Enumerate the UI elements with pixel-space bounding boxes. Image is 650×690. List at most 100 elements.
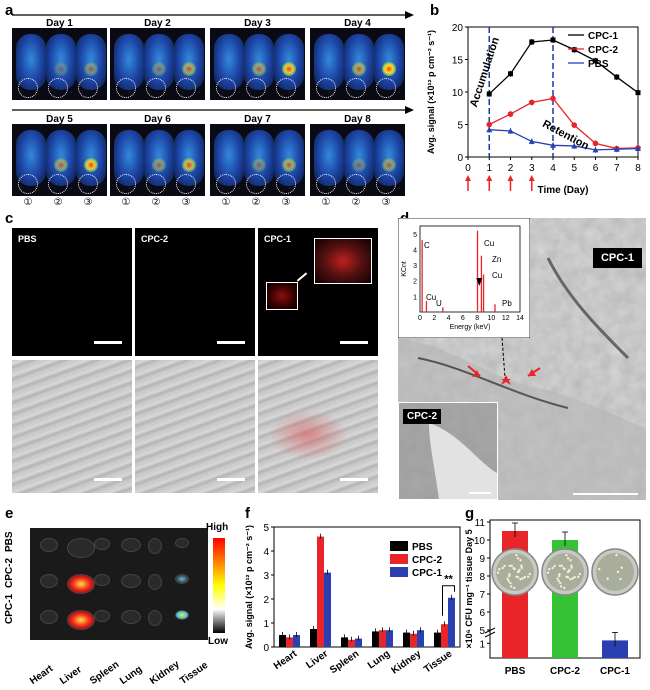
y-tick-label: 0 — [263, 643, 269, 654]
tissue-circle — [18, 174, 38, 194]
colony — [573, 575, 576, 579]
data-point — [613, 146, 620, 152]
col-label: Liver — [58, 664, 84, 688]
y-tick-label: 6 — [479, 608, 485, 619]
eds-y-label: KCnt — [401, 261, 408, 277]
tumor-hotspot — [182, 158, 196, 172]
colony — [558, 574, 561, 578]
bar — [448, 597, 455, 647]
data-point — [550, 95, 556, 102]
x-tick-label: 2 — [508, 163, 514, 174]
bar — [279, 635, 286, 647]
colony — [606, 577, 609, 580]
tumor-hotspot — [252, 62, 266, 76]
eds-y-tick: 1 — [413, 294, 417, 301]
bar — [286, 637, 293, 647]
eds-y-tick: 4 — [413, 247, 417, 254]
eds-peak-label: Pb — [502, 299, 512, 308]
colony — [557, 579, 560, 583]
bar — [324, 572, 331, 647]
eds-peak-label: Cu — [492, 271, 502, 280]
colony — [570, 566, 573, 569]
brightfield-image — [258, 360, 378, 493]
series-line — [488, 39, 639, 95]
scale-low-label: Low — [208, 636, 228, 647]
tumor-hotspot — [54, 158, 68, 172]
tissue-circle — [246, 174, 266, 194]
zoom-inset — [314, 238, 372, 284]
x-tick-label: 8 — [635, 163, 641, 174]
tissue-circle — [176, 174, 196, 194]
organ-heart — [40, 610, 58, 624]
colony — [615, 553, 618, 557]
tumor-hotspot — [352, 158, 366, 172]
y-axis-label: Avg. signal (×10¹² p cm⁻² s⁻¹) — [426, 30, 436, 154]
eds-y-tick: 3 — [413, 263, 417, 270]
data-point — [529, 39, 535, 45]
group-marker: ③ — [83, 197, 93, 208]
colony — [566, 557, 570, 560]
colony — [553, 564, 556, 568]
petri-agar — [546, 553, 584, 591]
colony — [559, 585, 563, 588]
panel-label-g: g — [465, 505, 475, 522]
legend-label: PBS — [588, 59, 609, 70]
colony — [616, 570, 620, 574]
data-point — [614, 74, 620, 80]
group-marker: ③ — [281, 197, 291, 208]
tissue-circle — [146, 78, 166, 98]
colony — [559, 581, 562, 585]
organ-kidney — [148, 610, 162, 626]
row-label: CPC-2 — [4, 557, 15, 588]
legend-label: CPC-1 — [588, 31, 618, 42]
y-tick-label: 7 — [479, 590, 485, 601]
tissue-circle — [78, 78, 98, 98]
bar — [386, 630, 393, 647]
organ-lung — [121, 574, 141, 588]
organ-liver — [67, 538, 95, 558]
legend-label: CPC-1 — [412, 568, 442, 579]
x-tick-label: Heart — [272, 648, 300, 672]
ivis-image — [210, 124, 305, 196]
colony — [551, 566, 554, 570]
legend-label: CPC-2 — [412, 555, 442, 566]
scale-bar — [217, 341, 245, 344]
scale-bar — [340, 478, 368, 481]
y-tick-label: 2 — [263, 595, 269, 606]
colony — [576, 575, 580, 579]
color-scale — [213, 538, 225, 633]
tumor-hotspot — [84, 158, 98, 172]
eds-x-label: Energy (keV) — [450, 324, 491, 331]
bar — [602, 640, 628, 658]
colony — [578, 572, 582, 576]
eds-x-tick: 2 — [432, 315, 436, 322]
tumor-hotspot — [54, 62, 68, 76]
colony — [516, 557, 520, 560]
significance-label: ** — [444, 574, 453, 586]
axis-break — [484, 631, 496, 638]
organ-spleen — [94, 574, 110, 586]
tissue-circle — [48, 78, 68, 98]
bar — [403, 632, 410, 647]
organ-tissue — [175, 574, 189, 584]
data-point — [528, 138, 535, 144]
injection-arrowhead — [465, 175, 471, 181]
y-tick-label: 11 — [475, 518, 486, 529]
day-label: Day 7 — [244, 114, 271, 125]
data-point — [550, 142, 556, 148]
ivis-image — [12, 28, 107, 100]
tumor-hotspot — [382, 158, 396, 172]
row-label: CPC-1 — [4, 593, 15, 624]
colony — [548, 568, 551, 571]
brightfield-image — [135, 360, 255, 493]
colony — [526, 575, 530, 579]
panel-label-c: c — [5, 210, 14, 227]
col-label: Heart — [28, 663, 56, 688]
colony — [515, 553, 518, 557]
petri-agar — [596, 553, 634, 591]
row-label: PBS — [4, 531, 15, 552]
injection-arrowhead — [528, 175, 535, 181]
colony — [509, 581, 512, 585]
tumor-hotspot — [152, 62, 166, 76]
colony — [519, 559, 522, 562]
